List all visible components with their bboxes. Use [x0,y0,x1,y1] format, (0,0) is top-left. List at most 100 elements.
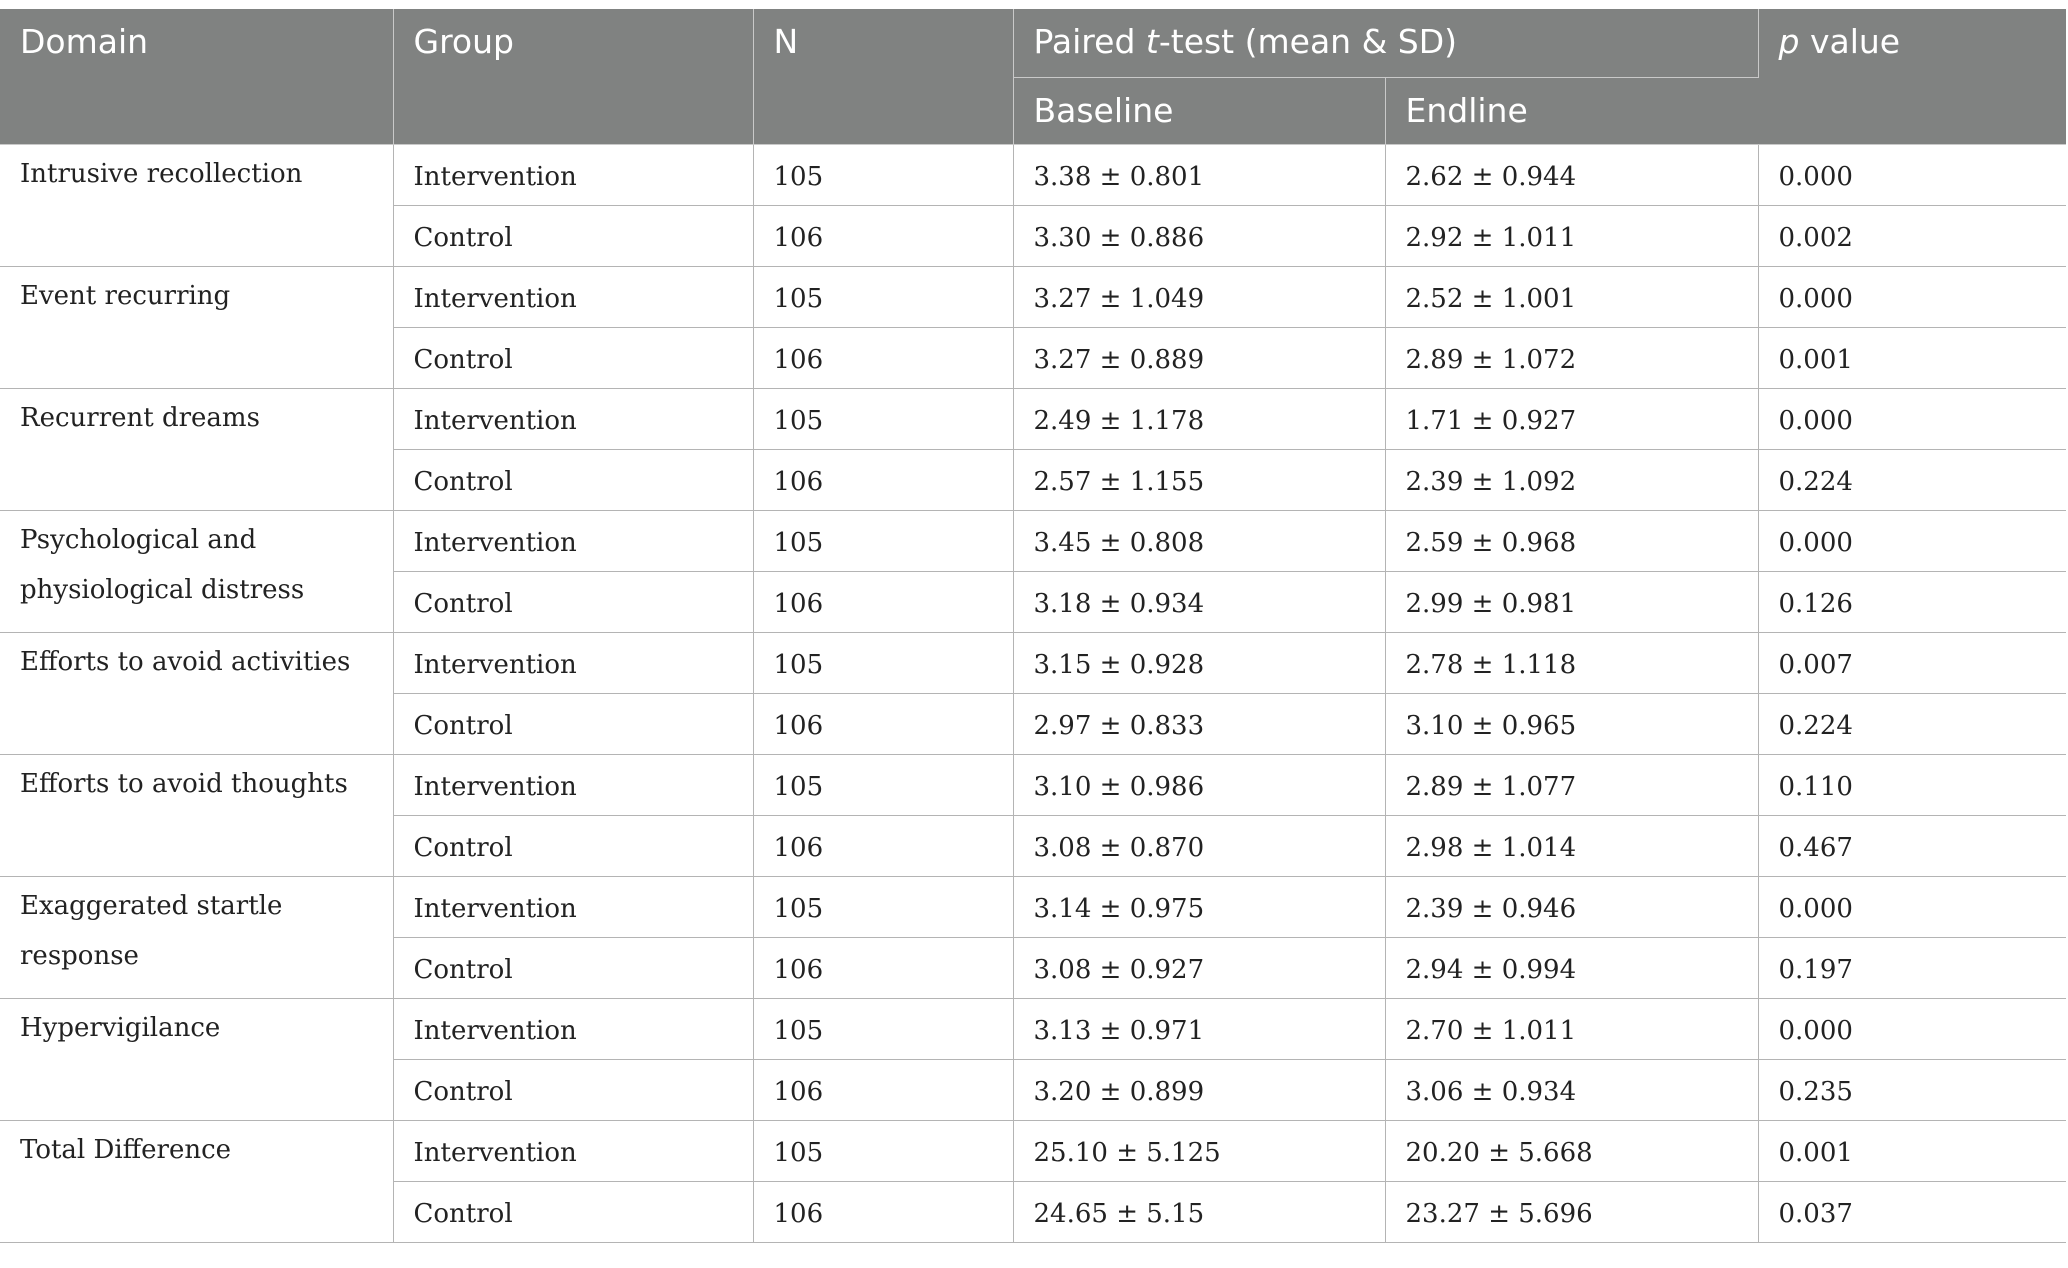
domain-cell: Total Difference [0,1119,394,1243]
baseline-cell: 3.10 ± 0.986 [1012,753,1386,816]
n-cell: 106 [752,814,1014,877]
domain-cell: Hypervigilance [0,997,394,1121]
baseline-cell: 3.08 ± 0.870 [1012,814,1386,877]
endline-cell: 2.98 ± 1.014 [1384,814,1759,877]
endline-cell: 2.92 ± 1.011 [1384,204,1759,267]
group-cell: Intervention [392,997,754,1060]
p-value-cell: 0.037 [1757,1180,2066,1243]
n-cell: 106 [752,692,1014,755]
table-row: Total Difference Intervention 105 25.10 ± 5… [0,1119,2066,1243]
group-cell: Control [393,570,754,633]
table-row: Control 106 24.65 ± 5.15 23.27 ± 5.696 0.037 [0,1180,2066,1243]
p-value-cell: 0.000 [1757,143,2066,206]
header-paired-t: t [1145,22,1159,61]
table-row: Control 106 3.30 ± 0.886 2.92 ± 1.011 0.002 [0,204,2066,267]
group-cell: Intervention [392,1119,754,1182]
group-cell: Control [393,1058,754,1121]
table-row: Intrusive recollection Intervention 105 3.3… [0,143,2066,267]
table-row: Efforts to avoid thoughts Intervention 105… [0,753,2066,877]
n-cell: 105 [752,143,1014,206]
endline-cell: 3.10 ± 0.965 [1384,692,1759,755]
n-cell: 106 [752,1058,1014,1121]
baseline-cell: 3.15 ± 0.928 [1012,631,1386,694]
endline-cell: 2.89 ± 1.072 [1384,326,1759,389]
endline-cell: 2.39 ± 0.946 [1384,875,1759,938]
domain-cell: Efforts to avoid thoughts [0,753,394,877]
table-row: Control 106 3.20 ± 0.899 3.06 ± 0.934 0.235 [0,1058,2066,1121]
n-cell: 106 [752,326,1014,389]
n-cell: 106 [752,204,1014,267]
n-cell: 106 [752,936,1014,999]
group-cell: Intervention [392,753,754,816]
header-p-suffix: value [1799,22,1901,61]
p-value-cell: 0.000 [1757,997,2066,1060]
baseline-cell: 25.10 ± 5.125 [1012,1119,1386,1182]
p-value-cell: 0.126 [1757,570,2066,633]
n-cell: 105 [752,265,1014,328]
n-cell: 106 [752,570,1014,633]
endline-cell: 2.70 ± 1.011 [1384,997,1759,1060]
endline-cell: 2.99 ± 0.981 [1384,570,1759,633]
p-value-cell: 0.001 [1757,1119,2066,1182]
baseline-cell: 3.20 ± 0.899 [1012,1058,1386,1121]
baseline-cell: 24.65 ± 5.15 [1012,1180,1386,1243]
p-value-cell: 0.000 [1757,875,2066,938]
header-domain: Domain [0,9,394,145]
endline-cell: 2.89 ± 1.077 [1384,753,1759,816]
group-cell: Intervention [392,265,754,328]
table-row: Recurrent dreams Intervention 105 2.49 ± 1.… [0,387,2066,511]
header-paired-t-test: Paired t-test (mean & SD) [1013,9,1759,78]
group-cell: Control [393,448,754,511]
endline-cell: 23.27 ± 5.696 [1384,1180,1759,1243]
group-cell: Control [393,326,754,389]
n-cell: 105 [752,387,1014,450]
baseline-cell: 3.27 ± 1.049 [1012,265,1386,328]
p-value-cell: 0.000 [1757,509,2066,572]
p-value-cell: 0.224 [1757,448,2066,511]
table-row: Hypervigilance Intervention 105 3.13 ± 0.97… [0,997,2066,1121]
n-cell: 105 [752,631,1014,694]
endline-cell: 2.52 ± 1.001 [1384,265,1759,328]
group-cell: Control [393,814,754,877]
endline-cell: 2.59 ± 0.968 [1384,509,1759,572]
baseline-cell: 2.49 ± 1.178 [1012,387,1386,450]
endline-cell: 2.39 ± 1.092 [1384,448,1759,511]
table-body: Intrusive recollection Intervention 105 3.3… [0,143,2066,1243]
table-row: Control 106 2.57 ± 1.155 2.39 ± 1.092 0.224 [0,448,2066,511]
p-value-cell: 0.002 [1757,204,2066,267]
endline-cell: 1.71 ± 0.927 [1384,387,1759,450]
group-cell: Intervention [392,509,754,572]
domain-cell: Intrusive recollection [0,143,394,267]
domain-cell: Efforts to avoid activities [0,631,394,755]
table-row: Control 106 3.27 ± 0.889 2.89 ± 1.072 0.001 [0,326,2066,389]
n-cell: 105 [752,1119,1014,1182]
header-paired-suffix: -test (mean & SD) [1158,22,1458,61]
baseline-cell: 3.08 ± 0.927 [1012,936,1386,999]
n-cell: 105 [752,753,1014,816]
table-row: Control 106 3.08 ± 0.870 2.98 ± 1.014 0.467 [0,814,2066,877]
domain-cell: Exaggerated startle response [0,875,394,999]
n-cell: 106 [752,1180,1014,1243]
table-row: Exaggerated startle response Intervention… [0,875,2066,999]
table-row: Control 106 2.97 ± 0.833 3.10 ± 0.965 0.224 [0,692,2066,755]
group-cell: Intervention [392,387,754,450]
baseline-cell: 3.13 ± 0.971 [1012,997,1386,1060]
baseline-cell: 3.30 ± 0.886 [1012,204,1386,267]
table-row: Psychological and physiological distress… [0,509,2066,633]
p-value-cell: 0.007 [1757,631,2066,694]
group-cell: Intervention [392,631,754,694]
endline-cell: 20.20 ± 5.668 [1384,1119,1759,1182]
header-p-value: p value [1758,9,2066,145]
baseline-cell: 3.18 ± 0.934 [1012,570,1386,633]
results-table: Domain Group N Paired t-test (mean & SD)… [0,9,2066,1243]
group-cell: Control [393,692,754,755]
endline-cell: 2.78 ± 1.118 [1384,631,1759,694]
baseline-cell: 3.14 ± 0.975 [1012,875,1386,938]
group-cell: Control [393,204,754,267]
header-group: Group [393,9,754,145]
domain-cell: Event recurring [0,265,394,389]
header-paired-prefix: Paired [1033,22,1146,61]
baseline-cell: 2.97 ± 0.833 [1012,692,1386,755]
header-p-italic: p [1778,22,1800,61]
